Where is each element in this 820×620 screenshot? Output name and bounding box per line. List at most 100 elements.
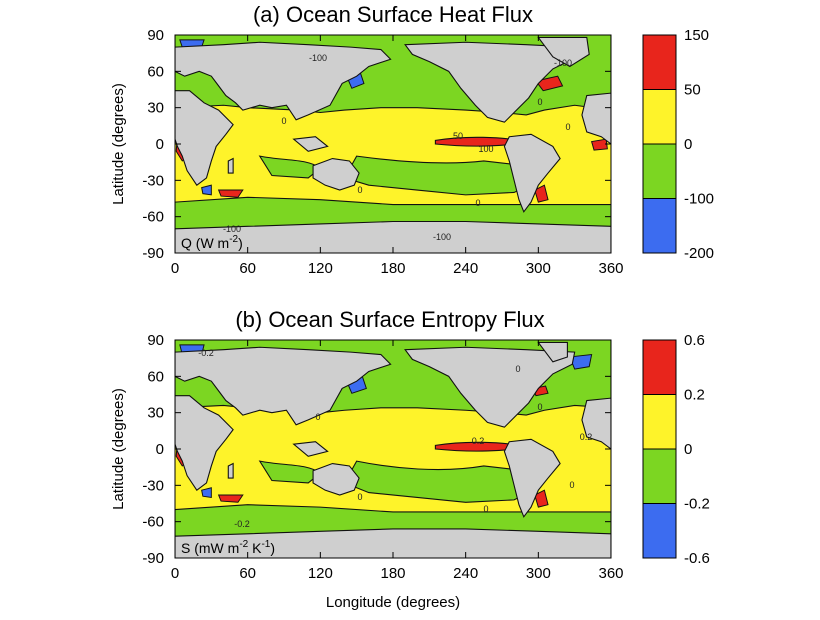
colorbar-label: 50: [684, 82, 701, 99]
y-tick-label: 90: [147, 27, 164, 44]
panel-b-title: (b) Ocean Surface Entropy Flux: [235, 307, 544, 332]
green-region-south-pacific: [343, 460, 540, 503]
y-tick-label: 30: [147, 405, 164, 422]
colorbar-label: -200: [684, 245, 714, 262]
panel-a-x-ticks: 0 60 120 180 240 300 360: [171, 35, 624, 277]
green-region-indian: [258, 155, 322, 179]
x-tick-label: 60: [239, 260, 256, 277]
contour-label: 0: [537, 402, 542, 412]
contour-label: 0: [315, 412, 320, 422]
contour-label: 0: [515, 364, 520, 374]
colorbar-segment: [642, 198, 677, 254]
y-tick-label: -90: [142, 550, 164, 567]
blue-spot-south-africa: [201, 184, 212, 196]
contour-label: 0: [569, 480, 574, 490]
red-spot-west-africa: [591, 138, 608, 151]
panel-a-y-axis-label: Latitude (degrees): [110, 83, 127, 205]
y-tick-label: -60: [142, 514, 164, 531]
green-region-indian: [258, 460, 322, 484]
panel-b-colorbar: 0.6 0.2 0 -0.2 -0.6: [642, 332, 710, 567]
colorbar-segment: [642, 34, 677, 90]
land-south-america: [503, 133, 561, 213]
red-spot-falklands: [534, 184, 549, 203]
red-spot-falklands: [534, 489, 549, 508]
y-tick-label: 30: [147, 100, 164, 117]
panel-a-y-ticks: 90 60 30 0 -30 -60 -90: [142, 27, 611, 262]
x-tick-label: 360: [598, 260, 623, 277]
contour-label: 0: [475, 198, 480, 208]
colorbar-segment: [642, 143, 677, 199]
land-masses: [175, 36, 611, 253]
y-tick-label: -30: [142, 477, 164, 494]
land-africa: [175, 90, 234, 186]
land-masses: [175, 341, 611, 558]
y-tick-label: 60: [147, 63, 164, 80]
green-region-south-pacific: [343, 155, 540, 196]
x-tick-label: 0: [171, 565, 179, 582]
y-tick-label: 0: [156, 441, 164, 458]
y-tick-label: 0: [156, 136, 164, 153]
panel-a-contour-labels: -100 -100 0 0 0 50 100 0 0 -100 -100: [223, 53, 572, 242]
y-tick-label: -90: [142, 245, 164, 262]
colorbar-label: -0.2: [684, 496, 710, 513]
contour-label: 100: [478, 144, 493, 154]
panel-b: (b) Ocean Surface Entropy Flux: [110, 307, 710, 611]
colorbar-label: -100: [684, 191, 714, 208]
x-tick-label: 60: [239, 565, 256, 582]
panel-b-y-ticks: 90 60 30 0 -30 -60 -90: [142, 332, 611, 567]
contour-label: 0.2: [580, 432, 593, 442]
x-tick-label: 300: [526, 260, 551, 277]
contour-label: -100: [309, 53, 327, 63]
colorbar-segment: [642, 394, 677, 450]
panel-a-colorbar: 150 50 0 -100 -200: [642, 27, 714, 262]
contour-label: 0: [537, 97, 542, 107]
panel-a: (a) Ocean Surface Heat Flux: [110, 2, 714, 277]
y-tick-label: 90: [147, 332, 164, 349]
land-australia: [312, 157, 360, 191]
colorbar-segment: [642, 448, 677, 504]
panel-b-contour-labels: -0.2 0 0 0 0.2 0.2 0 0 0 -0.2: [198, 348, 592, 529]
y-tick-label: -60: [142, 209, 164, 226]
panel-b-unit-label: S (mW m-2 K-1): [181, 539, 275, 556]
land-eurasia: [175, 41, 392, 121]
land-eurasia: [175, 346, 392, 426]
contour-label: 0: [357, 492, 362, 502]
x-tick-label: 240: [453, 565, 478, 582]
red-spot-agulhas: [217, 189, 244, 198]
colorbar-label: 0: [684, 441, 692, 458]
colorbar-segment: [642, 503, 677, 559]
land-greenland: [537, 341, 568, 363]
x-tick-label: 240: [453, 260, 478, 277]
x-tick-label: 120: [308, 260, 333, 277]
contour-label: 0: [281, 116, 286, 126]
x-tick-label: 0: [171, 260, 179, 277]
panel-a-title: (a) Ocean Surface Heat Flux: [253, 2, 533, 27]
land-indonesia: [292, 136, 329, 152]
x-tick-label: 120: [308, 565, 333, 582]
x-tick-label: 180: [380, 260, 405, 277]
land-greenland: [537, 36, 590, 68]
panel-b-y-axis-label: Latitude (degrees): [110, 388, 127, 510]
y-tick-label: 60: [147, 368, 164, 385]
contour-label: 50: [453, 131, 463, 141]
contour-label: -0.2: [198, 348, 214, 358]
colorbar-label: 0.6: [684, 332, 705, 349]
contour-label: 0: [483, 504, 488, 514]
panel-b-map: -0.2 0 0 0 0.2 0.2 0 0 0 -0.2: [175, 340, 611, 558]
colorbar-segment: [642, 339, 677, 395]
colorbar-segment: [642, 89, 677, 145]
colorbar-label: 150: [684, 27, 709, 44]
x-tick-label: 180: [380, 565, 405, 582]
colorbar-label: 0: [684, 136, 692, 153]
colorbar-label: 0.2: [684, 387, 705, 404]
panel-a-unit-label: Q (W m-2): [181, 234, 243, 251]
contour-label: 0: [357, 185, 362, 195]
contour-label: -100: [433, 232, 451, 242]
contour-label: 0.2: [472, 436, 485, 446]
y-tick-label: -30: [142, 172, 164, 189]
land-australia: [312, 462, 360, 496]
land-madagascar: [227, 462, 234, 479]
panel-a-map: -100 -100 0 0 0 50 100 0 0 -100 -100: [175, 35, 611, 253]
